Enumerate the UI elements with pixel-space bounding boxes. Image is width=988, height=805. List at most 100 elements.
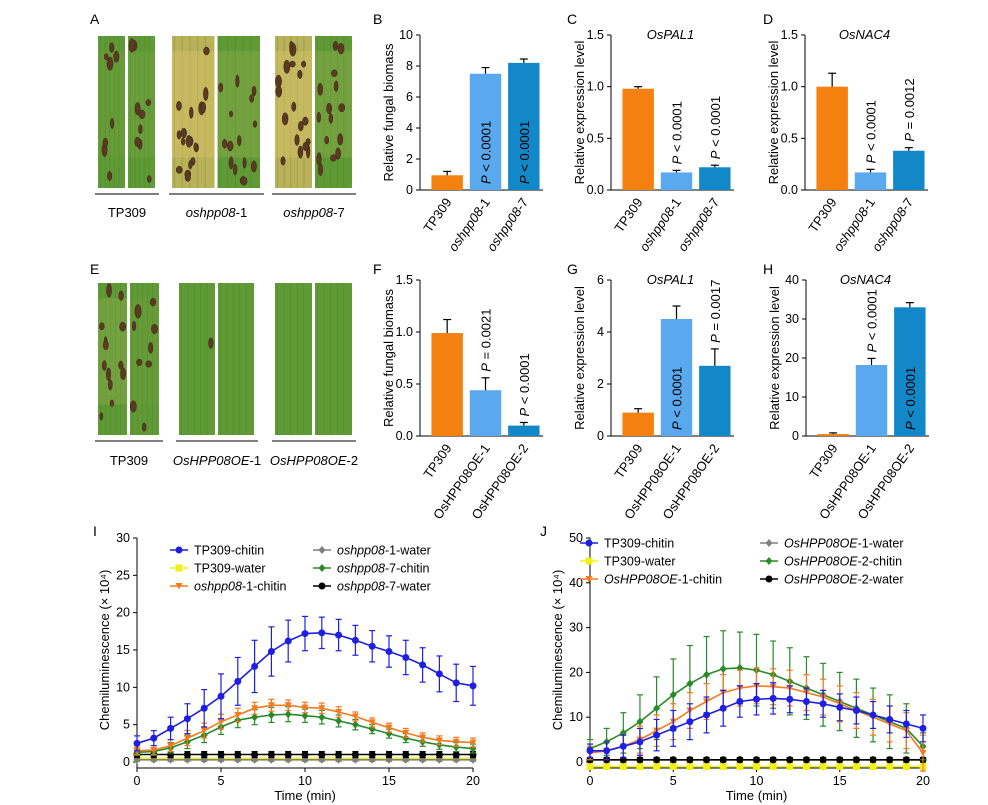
data-point bbox=[636, 717, 644, 726]
lesion-spot bbox=[131, 320, 137, 332]
lesion-spot bbox=[289, 60, 296, 68]
bar bbox=[894, 307, 926, 436]
lesion-spot bbox=[176, 100, 182, 111]
label-part: OsHPP08OE bbox=[784, 537, 858, 551]
label-part: oshpp08 bbox=[337, 562, 385, 576]
y-axis-label: Relative expression level bbox=[767, 286, 782, 430]
photo-group-label: OsHPP08OE-2 bbox=[270, 453, 358, 468]
data-point bbox=[234, 677, 242, 685]
leaf-image bbox=[98, 283, 127, 435]
bar bbox=[431, 333, 463, 436]
bar bbox=[893, 150, 925, 190]
p-symbol: P bbox=[670, 155, 685, 164]
leaf-vein bbox=[147, 283, 148, 435]
leaf-image bbox=[129, 283, 159, 435]
x-axis-label: Time (min) bbox=[274, 788, 336, 803]
data-point bbox=[318, 629, 326, 637]
lesion-spot bbox=[148, 342, 154, 354]
data-point bbox=[765, 539, 773, 547]
leaf-vein bbox=[115, 283, 116, 435]
lesion-spot bbox=[240, 176, 248, 186]
leaf-vein bbox=[336, 36, 338, 188]
lesion-spot bbox=[228, 156, 234, 170]
data-point bbox=[886, 756, 894, 764]
lesion-spot bbox=[338, 103, 346, 113]
data-point bbox=[301, 630, 309, 638]
lesion-spot bbox=[102, 360, 107, 371]
series-5 bbox=[586, 756, 927, 764]
legend: TP309-chitinTP309-wateroshpp08-1-chitino… bbox=[170, 544, 431, 594]
data-point bbox=[183, 715, 191, 723]
x-tick-label: 10 bbox=[750, 774, 764, 788]
data-point bbox=[765, 557, 773, 565]
data-point bbox=[217, 718, 225, 726]
lesion-spot bbox=[193, 142, 198, 151]
y-axis-label: Chemiluminescence (× 10⁴) bbox=[97, 570, 112, 731]
leaf-vein bbox=[197, 36, 199, 188]
y-tick-label: 1.0 bbox=[396, 325, 413, 339]
data-point bbox=[469, 739, 477, 747]
bar bbox=[699, 167, 731, 190]
y-tick-label: 0 bbox=[123, 755, 130, 769]
data-point bbox=[175, 564, 183, 572]
lesion-spot bbox=[151, 323, 158, 335]
data-point bbox=[234, 751, 242, 759]
lesion-spot bbox=[102, 340, 109, 351]
p-value: < 0.0001 bbox=[864, 100, 879, 155]
lesion-spot bbox=[222, 139, 228, 149]
y-tick-label: 0.5 bbox=[587, 131, 604, 145]
x-tick-label: 15 bbox=[382, 774, 396, 788]
data-point bbox=[819, 762, 827, 770]
leaf-vein bbox=[323, 36, 325, 188]
x-tick-label: 0 bbox=[587, 774, 594, 788]
data-point bbox=[786, 756, 794, 764]
data-point bbox=[886, 762, 894, 770]
data-point bbox=[585, 576, 593, 583]
leaf-vein bbox=[132, 283, 133, 435]
data-point bbox=[852, 762, 860, 770]
data-point bbox=[736, 756, 744, 764]
lesion-spot bbox=[118, 360, 124, 370]
data-point bbox=[183, 751, 191, 759]
leaf-vein bbox=[206, 283, 208, 435]
data-point bbox=[619, 762, 627, 770]
lesion-spot bbox=[189, 106, 194, 119]
p-symbol: P bbox=[864, 154, 879, 163]
label-part: oshpp08 bbox=[337, 544, 385, 558]
data-point bbox=[686, 679, 694, 688]
x-tick-label: 20 bbox=[916, 774, 930, 788]
data-point bbox=[284, 702, 292, 709]
leaf-chlorosis bbox=[315, 51, 352, 158]
lesion-spot bbox=[184, 173, 191, 182]
data-point bbox=[669, 724, 677, 732]
data-point bbox=[318, 713, 326, 722]
data-point bbox=[886, 715, 894, 723]
p-value-label: P < 0.0001 bbox=[517, 121, 532, 184]
lesion-spot bbox=[128, 38, 135, 53]
data-point bbox=[836, 703, 844, 711]
x-tick-label: 5 bbox=[670, 774, 677, 788]
lesion-spot bbox=[107, 171, 113, 181]
data-point bbox=[802, 756, 810, 764]
leaf-vein bbox=[120, 283, 121, 435]
data-point bbox=[217, 751, 225, 759]
leaf-vein bbox=[220, 283, 221, 435]
lesion-spot bbox=[328, 113, 334, 124]
data-point bbox=[452, 679, 460, 687]
p-value-label: P = 0.0017 bbox=[708, 280, 723, 343]
data-point bbox=[786, 762, 794, 770]
y-tick-label: 1.5 bbox=[587, 28, 604, 42]
series-5 bbox=[133, 750, 477, 759]
legend-entry: OsHPP08OE-1-water bbox=[784, 537, 903, 551]
data-point bbox=[765, 575, 773, 583]
data-point bbox=[419, 734, 427, 741]
leaf-photo-panel-a: TP309 oshpp08-1 oshpp08-7 bbox=[95, 36, 356, 220]
y-axis-label: Relative fungal biomass bbox=[381, 43, 396, 182]
p-value-label: P < 0.0001 bbox=[708, 96, 723, 159]
leaf-vein bbox=[277, 36, 278, 188]
x-category-label: TP309 bbox=[806, 441, 840, 481]
legend-entry: oshpp08-7-water bbox=[337, 580, 431, 594]
lesion-spot bbox=[203, 86, 209, 101]
label-part: -1 bbox=[250, 453, 262, 468]
data-point bbox=[267, 751, 275, 759]
